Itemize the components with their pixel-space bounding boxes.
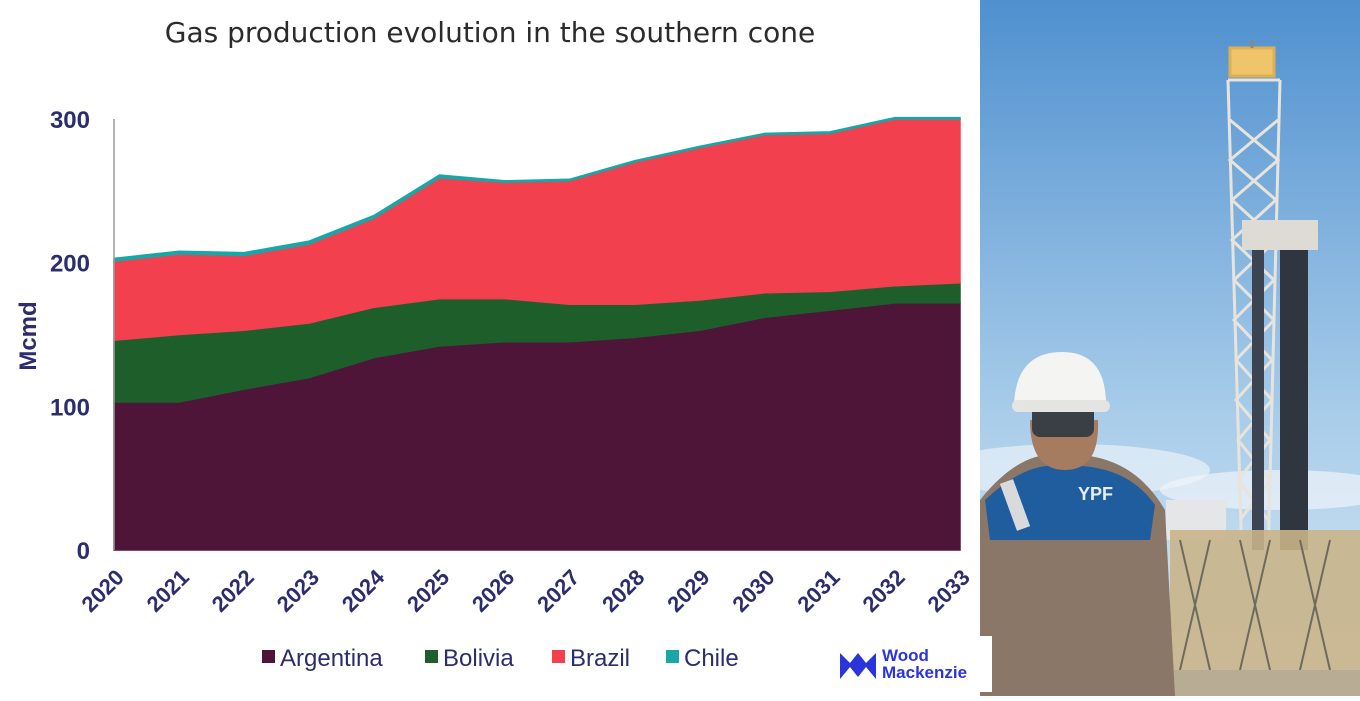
chart-title: Gas production evolution in the southern… <box>164 16 816 49</box>
wood-mackenzie-logo-icon <box>840 653 876 679</box>
legend-label-chile: Chile <box>684 645 739 672</box>
y-tick-label: 300 <box>50 107 90 134</box>
x-tick-label: 2030 <box>727 565 779 617</box>
y-axis-label: Mcmd <box>15 301 42 370</box>
x-tick-label: 2026 <box>467 565 519 617</box>
x-tick-label: 2022 <box>207 565 259 617</box>
x-tick-label: 2033 <box>923 565 975 617</box>
area-series-chile <box>113 116 961 263</box>
x-tick-label: 2023 <box>272 565 324 617</box>
wood-mackenzie-logo: Wood Mackenzie <box>826 636 992 692</box>
legend-label-brazil: Brazil <box>570 645 630 672</box>
legend-swatch-bolivia <box>425 650 438 663</box>
legend-swatch-argentina <box>262 650 275 663</box>
x-tick-label: 2024 <box>337 564 390 617</box>
legend-swatch-chile <box>666 650 679 663</box>
y-tick-label: 100 <box>50 394 90 421</box>
ypf-logo: YPF <box>1078 484 1113 504</box>
legend-swatch-brazil <box>552 650 565 663</box>
drilling-rig <box>1226 40 1282 561</box>
y-tick-label: 200 <box>50 251 90 278</box>
x-tick-label: 2031 <box>792 565 844 617</box>
rig-platform <box>1242 220 1318 250</box>
hard-hat <box>1014 352 1106 405</box>
logo-line1: Wood <box>882 646 929 665</box>
x-tick-label: 2025 <box>402 565 454 617</box>
oil-rig-photo: YPF <box>930 0 1360 696</box>
x-tick-label: 2021 <box>142 565 194 617</box>
worker: YPF <box>980 352 1175 696</box>
chart-panel: Gas production evolution in the southern… <box>15 16 975 672</box>
y-tick-label: 0 <box>77 538 90 565</box>
x-tick-label: 2028 <box>597 565 649 617</box>
x-tick-label: 2027 <box>532 565 584 617</box>
x-tick-label: 2029 <box>662 565 714 617</box>
logo-line2: Mackenzie <box>882 663 968 682</box>
x-tick-label: 2032 <box>857 565 909 617</box>
x-tick-label: 2020 <box>77 565 129 617</box>
legend-label-bolivia: Bolivia <box>443 645 514 672</box>
pipe-rack <box>1252 250 1264 550</box>
legend-label-argentina: Argentina <box>280 645 383 672</box>
